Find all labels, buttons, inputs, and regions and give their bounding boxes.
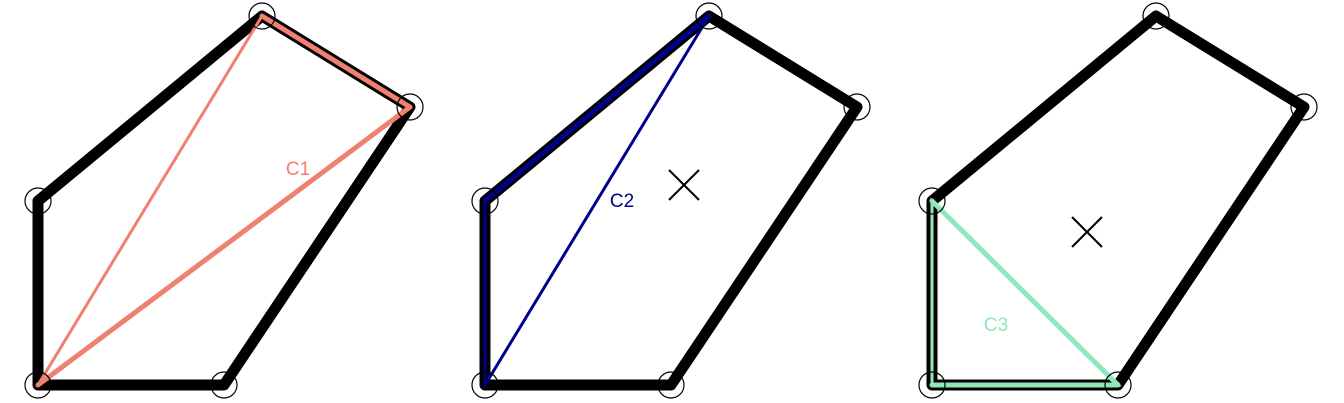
vertex-marker: [471, 187, 499, 215]
component-triangle: [930, 197, 1122, 387]
vertex-marker: [471, 371, 499, 399]
vertex-marker: [657, 371, 685, 399]
center-x-mark: [668, 169, 700, 201]
component-triangle: [483, 14, 711, 391]
vertex-marker: [24, 187, 52, 215]
panels-layer: C1 C2 C3: [24, 2, 1318, 399]
component-label: C2: [610, 191, 634, 212]
vertex-marker: [24, 371, 52, 399]
vertex-marker: [843, 93, 871, 121]
center-x-mark: [1071, 216, 1103, 248]
vertex-marker: [210, 371, 238, 399]
component-label: C1: [286, 159, 310, 180]
vertex-marker: [1142, 2, 1170, 30]
vertex-marker: [1104, 371, 1132, 399]
panel-2: C2: [471, 2, 871, 399]
component-triangle: [36, 13, 413, 387]
vertex-marker: [1290, 93, 1318, 121]
polygon-outline: [479, 10, 863, 391]
vertex-marker: [918, 371, 946, 399]
polygon-outline: [32, 10, 416, 391]
vertex-marker: [918, 187, 946, 215]
panel-3: C3: [918, 2, 1318, 399]
panel-1: C1: [24, 2, 424, 399]
vertex-marker: [695, 2, 723, 30]
vertex-marker: [396, 93, 424, 121]
component-label: C3: [984, 315, 1008, 336]
vertex-marker: [248, 2, 276, 30]
